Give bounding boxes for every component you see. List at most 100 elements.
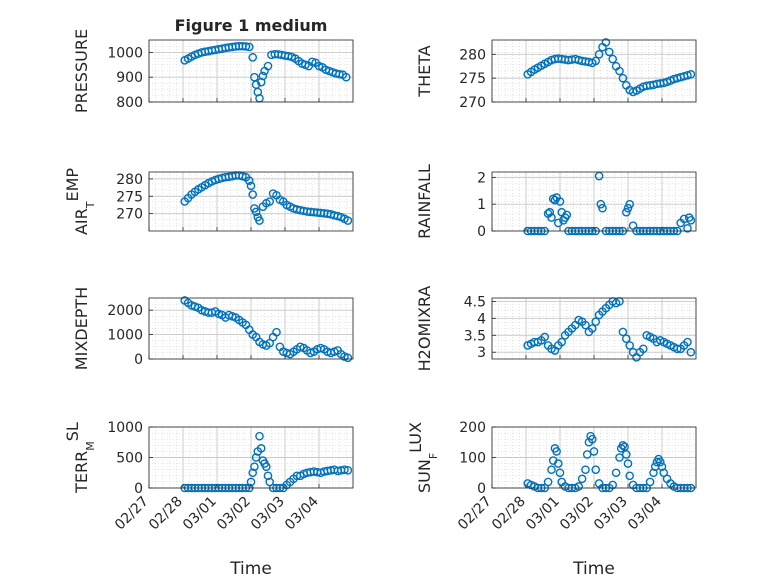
y-tick-label: 0 [134, 352, 143, 368]
data-point [562, 210, 572, 220]
y-tick-label: 1000 [107, 45, 143, 61]
data-point [645, 477, 655, 487]
subplot-6: 33.544.5 H2OMIXRA [415, 286, 697, 372]
data-point [591, 465, 601, 475]
y-tick-label: 4.5 [464, 294, 486, 310]
data-point [256, 444, 266, 453]
y-axis-label: AIRTEMP [63, 168, 97, 235]
subplot-1: 800 900 1000 PRESSURE [72, 29, 354, 113]
y-axis-label: MIXDEPTH [72, 287, 91, 370]
data-point [251, 207, 261, 217]
data-point [335, 69, 344, 79]
x-axis-label-right: Time [572, 559, 615, 579]
y-tick-label: 0 [477, 481, 486, 497]
data-point [554, 459, 563, 468]
data-point [608, 54, 618, 64]
subplot-2: 270 275 280 THETA [415, 38, 697, 111]
x-tick-label: 03/04 [625, 493, 665, 533]
data-point [591, 56, 601, 66]
data-point [618, 327, 628, 337]
data-point [596, 199, 606, 209]
data-point [261, 462, 271, 471]
data-point [657, 462, 667, 471]
x-tick-label: 03/01 [180, 494, 220, 534]
data-point [545, 207, 555, 217]
data-point [591, 317, 601, 327]
data-point [244, 42, 254, 52]
data-point [625, 471, 635, 481]
data-point [605, 47, 614, 57]
y-tick-label: 270 [116, 207, 143, 223]
data-series [523, 431, 696, 493]
data-point [594, 171, 604, 181]
data-point [248, 53, 257, 62]
data-point [623, 459, 633, 468]
data-point [622, 450, 631, 459]
data-point [574, 482, 584, 491]
data-point [241, 42, 251, 51]
data-point [248, 190, 257, 199]
data-point [343, 353, 353, 363]
data-point [263, 61, 273, 71]
y-tick-label: 2000 [107, 303, 143, 319]
data-point [588, 434, 597, 444]
y-axis-label: H2OMIXRA [415, 286, 434, 372]
y-axis-label: SUNFLUX [406, 422, 440, 493]
data-point [673, 344, 682, 354]
x-tick-label: 03/04 [282, 493, 322, 533]
data-point [623, 203, 633, 213]
data-point [343, 216, 353, 225]
data-point [255, 431, 264, 441]
subplot-5: 0 1000 2000 MIXDEPTH [72, 287, 354, 370]
data-point [620, 442, 629, 452]
x-tick-label: 02/27 [112, 494, 152, 534]
y-tick-label: 275 [459, 71, 486, 87]
data-point [625, 199, 635, 209]
data-series [180, 171, 353, 225]
y-tick-label: 280 [459, 47, 486, 63]
x-tick-label: 03/02 [214, 494, 254, 534]
data-point [555, 197, 565, 206]
y-tick-label: 3 [477, 345, 486, 361]
data-point [618, 73, 628, 83]
x-tick-label: 03/03 [591, 494, 631, 534]
data-point [577, 474, 587, 484]
data-point [341, 72, 351, 82]
data-point [343, 466, 353, 475]
data-point [625, 341, 635, 350]
data-series [523, 38, 696, 97]
y-axis-label: PRESSURE [72, 29, 91, 113]
data-point [622, 334, 631, 343]
y-tick-label: 1000 [107, 328, 143, 344]
data-series [523, 297, 696, 362]
data-point [611, 468, 621, 478]
x-tick-label: 02/28 [146, 494, 186, 534]
y-tick-label: 100 [459, 451, 486, 467]
y-tick-label: 500 [116, 451, 143, 467]
data-point [683, 224, 692, 233]
data-point [589, 447, 599, 456]
data-point [608, 480, 618, 490]
y-tick-label: 3.5 [464, 328, 486, 344]
data-point [639, 344, 648, 354]
y-tick-label: 900 [116, 70, 143, 86]
y-tick-label: 275 [116, 189, 143, 205]
data-point [547, 465, 556, 475]
data-point [686, 347, 696, 357]
y-tick-label: 0 [477, 224, 486, 240]
y-axis-label: THETA [415, 45, 434, 97]
data-point [686, 215, 696, 225]
y-axis-label: TERRMSL [63, 422, 97, 494]
data-point [582, 450, 592, 459]
y-tick-label: 270 [459, 95, 486, 111]
data-point [255, 216, 264, 225]
data-point [683, 337, 692, 347]
data-point [272, 327, 281, 337]
data-point [552, 447, 561, 456]
data-point [540, 332, 550, 342]
data-point [618, 440, 628, 450]
x-tick-label: 02/28 [489, 494, 529, 534]
